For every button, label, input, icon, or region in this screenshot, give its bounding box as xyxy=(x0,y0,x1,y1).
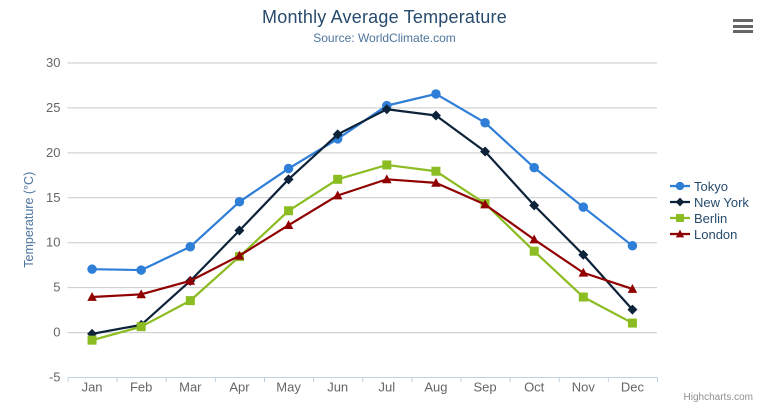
data-point-new-york xyxy=(283,174,294,185)
x-axis-label: Aug xyxy=(424,380,447,395)
x-axis-label: Sep xyxy=(473,380,496,395)
credits-link[interactable]: Highcharts.com xyxy=(683,392,753,403)
hamburger-icon xyxy=(733,24,753,28)
x-axis-label: Nov xyxy=(572,380,596,395)
x-axis-label: Apr xyxy=(229,380,250,395)
data-point-tokyo xyxy=(627,241,638,251)
data-point-berlin xyxy=(627,318,637,328)
y-axis-label: -5 xyxy=(49,370,61,385)
data-point-tokyo xyxy=(87,264,97,274)
legend-item-label: New York xyxy=(694,194,749,210)
data-point-tokyo xyxy=(578,202,589,212)
data-point-berlin xyxy=(284,206,294,216)
x-axis-label: Jul xyxy=(379,380,396,395)
legend-item-tokyo[interactable]: Tokyo xyxy=(670,178,749,194)
legend-marker xyxy=(675,181,685,191)
y-axis-label: 10 xyxy=(46,235,60,250)
data-point-berlin xyxy=(87,335,97,345)
data-point-london xyxy=(480,199,490,209)
data-point-new-york xyxy=(578,249,589,260)
x-axis-label: Jan xyxy=(82,380,103,395)
x-axis-label: Oct xyxy=(524,380,545,395)
data-point-tokyo xyxy=(185,241,196,252)
y-axis-label: 5 xyxy=(53,280,60,295)
legend-marker xyxy=(675,229,685,238)
data-point-berlin xyxy=(529,246,539,256)
data-point-london xyxy=(578,267,589,277)
legend-item-label: Berlin xyxy=(694,210,728,226)
chart-subtitle: Source: WorldClimate.com xyxy=(313,31,456,45)
data-point-tokyo xyxy=(529,162,539,173)
x-axis-label: Dec xyxy=(621,380,645,395)
data-point-new-york xyxy=(480,146,491,157)
data-point-london xyxy=(234,250,245,260)
x-axis-label: May xyxy=(276,380,301,395)
data-point-tokyo xyxy=(234,197,245,207)
y-axis-label: 25 xyxy=(46,100,60,115)
data-point-berlin xyxy=(333,174,343,184)
data-point-london xyxy=(283,220,294,230)
data-point-london xyxy=(627,283,638,293)
y-axis-label: 30 xyxy=(46,55,60,70)
data-point-london xyxy=(136,289,146,299)
series-line-tokyo xyxy=(90,92,634,272)
x-axis-label: Jun xyxy=(327,380,348,395)
x-axis-label: Feb xyxy=(130,380,152,395)
export-menu-button[interactable] xyxy=(733,19,753,33)
data-point-berlin xyxy=(382,160,392,170)
data-point-new-york xyxy=(381,104,392,115)
data-point-new-york xyxy=(529,200,540,211)
legend-item-label: London xyxy=(694,226,738,242)
data-point-tokyo xyxy=(431,89,441,99)
data-point-tokyo xyxy=(283,163,294,174)
legend-marker xyxy=(675,197,685,207)
hamburger-icon xyxy=(733,30,753,33)
y-axis-label: 0 xyxy=(53,325,60,340)
data-point-berlin xyxy=(578,292,588,302)
data-point-berlin xyxy=(185,296,195,306)
data-point-new-york xyxy=(234,225,245,236)
legend-item-label: Tokyo xyxy=(694,178,728,194)
data-point-london xyxy=(431,177,441,187)
legend-item-new-york[interactable]: New York xyxy=(670,194,749,210)
series-line-london xyxy=(90,178,634,299)
data-point-tokyo xyxy=(480,117,490,128)
data-point-berlin xyxy=(136,322,146,332)
legend-item-berlin[interactable]: Berlin xyxy=(670,210,749,226)
circle-marker-icon xyxy=(670,181,690,191)
data-point-new-york xyxy=(332,129,343,140)
legend-item-london[interactable]: London xyxy=(670,226,749,242)
data-point-london xyxy=(332,190,343,200)
data-point-london xyxy=(529,234,539,244)
y-axis-title: Temperature (°C) xyxy=(22,172,36,268)
triangle-marker-icon xyxy=(670,229,690,238)
data-point-tokyo xyxy=(136,265,146,275)
data-point-new-york xyxy=(430,110,441,121)
diamond-marker-icon xyxy=(670,197,690,207)
series-line-new-york xyxy=(90,108,634,335)
hamburger-icon xyxy=(733,19,753,22)
legend-marker xyxy=(676,214,684,222)
data-point-new-york xyxy=(627,304,638,315)
chart-title: Monthly Average Temperature xyxy=(262,7,507,27)
x-axis-label: Mar xyxy=(179,380,202,395)
y-axis-label: 20 xyxy=(46,145,60,160)
y-axis-label: 15 xyxy=(46,190,60,205)
data-point-london xyxy=(382,174,392,184)
data-point-london xyxy=(87,292,97,301)
data-point-berlin xyxy=(431,166,441,176)
legend: Tokyo New York Berlin London xyxy=(670,178,749,242)
series-line-berlin xyxy=(90,163,634,342)
square-marker-icon xyxy=(670,214,690,222)
data-point-london xyxy=(185,275,196,285)
